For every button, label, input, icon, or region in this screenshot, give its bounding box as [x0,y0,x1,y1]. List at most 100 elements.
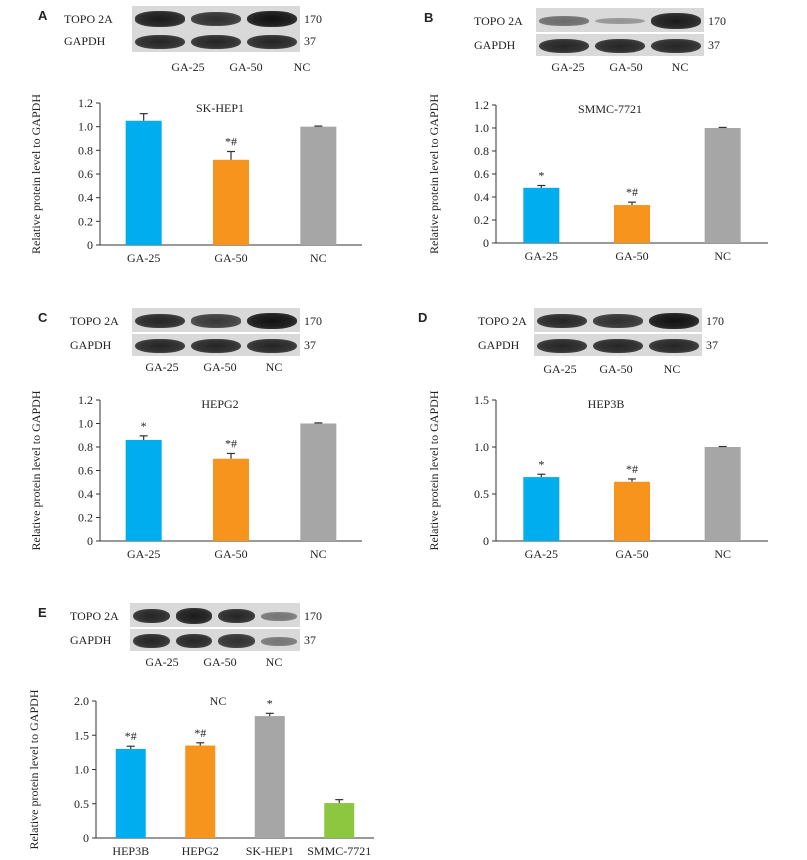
lane-label: GA-25 [543,362,577,376]
y-tick-label: 0.2 [78,511,93,525]
lane-label: GA-25 [145,360,179,374]
band-topo2a [649,313,699,329]
bar [213,159,249,245]
panel-letter: E [38,605,47,620]
bar-chart: 0 0.2 0.4 0.6 0.8 1.0 1.2 Relative protein leve… [29,94,362,265]
band-topo2a [260,611,297,621]
blot-strip-gapdh [132,334,300,356]
bar [704,128,741,243]
band-topo2a [191,314,241,328]
bar-chart: 0 0.5 1.0 1.5 Relative protein level to GAPD… [427,390,768,561]
bar [254,716,285,838]
y-axis-label: Relative protein level to GAPDH [29,390,43,550]
mw-marker-170: 170 [304,609,322,623]
significance-marker: *# [194,726,206,740]
mw-marker-170: 170 [706,314,724,328]
significance-marker: * [141,419,147,433]
chart-title: HEPG2 [201,397,238,411]
panel-letter: C [38,310,48,325]
lane-label: NC [265,655,283,669]
y-tick-label: 1.5 [474,393,489,407]
bar [300,423,337,541]
bar [125,120,162,245]
y-tick-label: 0.6 [78,464,93,478]
x-tick-label: NC [310,547,327,561]
band-topo2a [135,313,185,329]
panel-e: E TOPO 2A GAPDH 170 37 GA-25 GA-50 NC 0 0.5 1.0 1… [0,595,400,860]
lane-label: NC [671,60,689,74]
x-tick-label: NC [714,249,731,263]
mw-marker-37: 37 [304,633,316,647]
blot-label-gapdh: GAPDH [474,38,516,52]
significance-marker: *# [225,135,237,149]
bar [324,803,355,838]
lane-label: GA-25 [551,60,585,74]
x-tick-label: GA-25 [525,547,558,561]
y-tick-label: 1.0 [74,763,89,777]
mw-marker-37: 37 [304,34,316,48]
lane-label: GA-50 [599,362,633,376]
significance-marker: * [538,457,544,471]
mw-marker-37: 37 [708,38,720,52]
y-tick-label: 1.0 [474,440,489,454]
x-tick-label: NC [310,251,327,265]
blot-label-topo2a: TOPO 2A [478,314,527,328]
panel-b: B TOPO 2A GAPDH 170 37 GA-25 GA-50 NC 0 0.2 0.4 0… [400,0,807,290]
y-tick-label: 1.0 [78,120,93,134]
y-tick-label: 0 [87,534,93,548]
x-tick-label: GA-25 [127,547,160,561]
band-topo2a [175,608,212,624]
band-gapdh [247,34,297,50]
band-topo2a [247,313,297,329]
chart-title: SMMC-7721 [578,102,642,116]
band-gapdh [260,636,297,646]
panel-letter: B [424,10,434,25]
band-topo2a [595,17,645,25]
panel-a: A TOPO 2A GAPDH 170 37 GA-25 GA-50 NC 0 0.2 0.4 0… [0,0,400,290]
band-topo2a [135,11,185,27]
chart-title: NC [210,694,227,708]
band-gapdh [175,633,212,649]
y-tick-label: 0.8 [474,144,489,158]
band-gapdh [218,634,255,648]
significance-marker: *# [225,436,237,450]
y-axis-label: Relative protein level to GAPDH [29,94,43,254]
bar [213,458,249,541]
y-tick-label: 0 [87,238,93,252]
x-tick-label: NC [714,547,731,561]
y-tick-label: 1.0 [474,121,489,135]
y-tick-label: 0.5 [474,487,489,501]
mw-marker-37: 37 [706,338,718,352]
bar [125,439,162,541]
bar [614,481,650,541]
lane-label: NC [293,60,311,74]
y-tick-label: 0.6 [474,167,489,181]
panel-d: D TOPO 2A GAPDH 170 37 GA-25 GA-50 NC 0 0.5 1.0 1… [400,300,807,570]
significance-marker: *# [626,185,638,199]
x-tick-label: GA-50 [615,547,648,561]
y-tick-label: 1.2 [78,393,93,407]
y-tick-label: 0 [83,831,89,845]
blot-label-topo2a: TOPO 2A [474,14,523,28]
mw-marker-170: 170 [304,314,322,328]
lane-label: NC [663,362,681,376]
chart-title: HEP3B [588,397,625,411]
x-tick-label: GA-25 [525,249,558,263]
bar [185,745,216,838]
band-gapdh [537,338,587,354]
band-gapdh [649,338,699,354]
band-topo2a [218,608,255,624]
y-tick-label: 0.4 [78,487,93,501]
lane-label: GA-50 [229,60,263,74]
y-tick-label: 0.2 [474,213,489,227]
panel-letter: A [38,8,48,23]
blot-label-gapdh: GAPDH [70,338,112,352]
bar-chart: 0 0.5 1.0 1.5 2.0 Relative protein level to G… [27,689,374,858]
band-gapdh [191,34,241,50]
lane-label: GA-50 [609,60,643,74]
bar [614,205,650,243]
band-topo2a [651,13,701,29]
significance-marker: * [538,169,544,183]
blot-strip-topo2a [534,308,702,332]
y-tick-label: 0 [483,534,489,548]
